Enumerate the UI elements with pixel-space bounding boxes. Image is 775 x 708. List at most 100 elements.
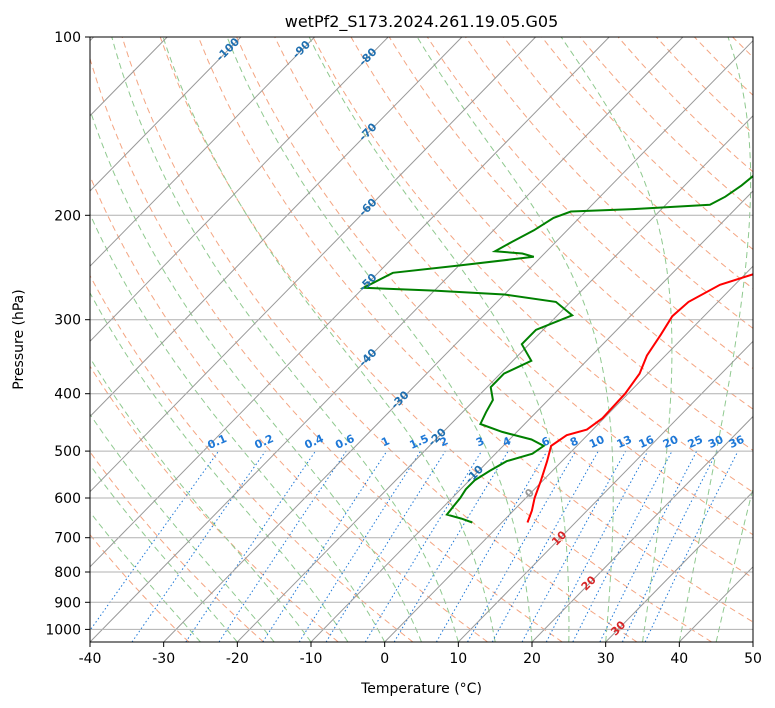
line-labels: 0.1 0.2 0.4 0.6 1 1.5 2 3 4 6 8 10 13 16 20 25 30 36-100-… bbox=[206, 37, 747, 638]
sounding-traces bbox=[359, 174, 753, 524]
mixing-ratio-label: 0.1 bbox=[206, 432, 229, 452]
dry-adiabat bbox=[236, 37, 753, 579]
y-tick-label: 700 bbox=[54, 531, 81, 547]
moist-adiabat bbox=[560, 37, 673, 642]
dewpoint-trace bbox=[359, 174, 753, 524]
mixing-ratio-lines bbox=[90, 450, 739, 642]
mixing-ratio-label: 13 bbox=[615, 433, 634, 451]
mixing-ratio-line bbox=[364, 450, 483, 642]
isotherm bbox=[384, 265, 753, 642]
dry-adiabat bbox=[90, 175, 488, 642]
pressure-gridlines bbox=[90, 37, 753, 630]
mixing-ratio-label: 3 bbox=[474, 434, 486, 449]
dry-adiabat bbox=[159, 37, 712, 642]
mixing-ratio-label: 25 bbox=[686, 433, 705, 451]
x-tick-label: 40 bbox=[670, 651, 688, 667]
x-axis-label: Temperature (°C) bbox=[360, 681, 482, 697]
x-tick-label: 10 bbox=[449, 651, 467, 667]
moist-adiabat bbox=[90, 464, 238, 642]
y-tick-label: 300 bbox=[54, 313, 81, 329]
dry-adiabat bbox=[771, 37, 775, 642]
plot-frame bbox=[89, 36, 754, 643]
isotherm bbox=[457, 340, 753, 642]
dry-adiabat bbox=[503, 37, 753, 290]
dry-adiabat bbox=[732, 37, 753, 58]
moist-adiabat bbox=[90, 212, 386, 642]
y-tick-label: 800 bbox=[54, 565, 81, 581]
mixing-ratio-line bbox=[218, 450, 347, 642]
isotherm bbox=[163, 39, 753, 642]
dry-adiabat bbox=[312, 37, 753, 493]
dry-adiabat bbox=[197, 37, 753, 623]
x-tick-label: 0 bbox=[380, 651, 389, 667]
isotherm bbox=[90, 37, 242, 192]
isotherm bbox=[90, 37, 463, 418]
mixing-ratio-line bbox=[131, 450, 266, 642]
isotherm bbox=[605, 490, 753, 642]
mixing-ratio-line bbox=[491, 450, 599, 642]
moist-adiabat bbox=[226, 37, 533, 642]
x-tick-label: -10 bbox=[300, 651, 323, 667]
mixing-ratio-line bbox=[545, 450, 649, 642]
dry-adiabat bbox=[694, 37, 753, 96]
plot-area: 0.1 0.2 0.4 0.6 1 1.5 2 3 4 6 8 10 13 16 20 25 30 36-100-… bbox=[90, 37, 775, 642]
isotherm bbox=[90, 37, 610, 568]
dry-adiabat bbox=[274, 37, 753, 536]
mixing-ratio-line bbox=[521, 450, 627, 642]
dry-adiabat bbox=[90, 365, 339, 642]
mixing-ratio-label: 30 bbox=[706, 433, 726, 451]
isotherm bbox=[90, 37, 684, 642]
mixing-ratio-line bbox=[467, 450, 577, 642]
moist-adiabat bbox=[90, 511, 201, 642]
axis-ticks: -40 -30 -20 -10 0 10 20 30 40 50 100 200 300 400 500 60… bbox=[45, 30, 762, 667]
dry-adiabat bbox=[426, 37, 753, 370]
moist-adiabat bbox=[678, 37, 752, 642]
mixing-ratio-line bbox=[298, 450, 422, 642]
mixing-ratio-line bbox=[621, 450, 718, 642]
mixing-ratio-line bbox=[599, 450, 698, 642]
mixing-ratio-label: 36 bbox=[727, 433, 747, 451]
x-tick-label: 20 bbox=[523, 651, 541, 667]
dry-adiabat bbox=[90, 451, 264, 642]
mixing-ratio-line bbox=[393, 450, 509, 642]
dry-adiabat bbox=[655, 37, 753, 135]
dry-adiabat bbox=[121, 37, 638, 642]
x-tick-label: -20 bbox=[226, 651, 249, 667]
isotherm bbox=[90, 37, 536, 493]
mixing-ratio-line bbox=[325, 450, 446, 642]
x-tick-label: -30 bbox=[152, 651, 175, 667]
isotherm bbox=[90, 37, 389, 343]
isotherm bbox=[310, 190, 753, 642]
dry-adiabat bbox=[90, 274, 414, 642]
x-tick-label: 50 bbox=[744, 651, 762, 667]
chart-title: wetPf2_S173.2024.261.19.05.G05 bbox=[285, 12, 559, 32]
isotherm bbox=[752, 641, 753, 642]
mixing-ratio-label: 10 bbox=[587, 433, 607, 451]
isotherm bbox=[90, 37, 315, 267]
temperature-trace bbox=[526, 273, 753, 523]
moist-adiabat bbox=[162, 37, 496, 642]
isotherm bbox=[531, 415, 753, 642]
isotherms bbox=[90, 37, 753, 642]
dry-adiabat bbox=[350, 37, 753, 451]
y-tick-label: 100 bbox=[54, 30, 81, 46]
y-tick-label: 600 bbox=[54, 491, 81, 507]
mixing-ratio-label: 20 bbox=[661, 433, 681, 451]
y-tick-label: 400 bbox=[54, 387, 81, 403]
moist-adiabat bbox=[416, 37, 614, 642]
mixing-ratio-line bbox=[435, 450, 548, 642]
dry-adiabat bbox=[388, 37, 753, 410]
mixing-ratio-label: 0.4 bbox=[303, 432, 326, 452]
mixing-ratio-label: 1 bbox=[379, 434, 391, 449]
mixing-ratio-line bbox=[185, 450, 316, 642]
moist-adiabat bbox=[308, 37, 570, 642]
moist-adiabat bbox=[90, 108, 422, 642]
mixing-ratio-line bbox=[262, 450, 388, 642]
dry-adiabat bbox=[90, 56, 563, 642]
dry-adiabat bbox=[90, 533, 190, 642]
moist-adiabat bbox=[90, 413, 275, 642]
mixing-ratio-label: 16 bbox=[637, 433, 657, 451]
dry-adiabat bbox=[579, 37, 753, 212]
y-tick-label: 500 bbox=[54, 444, 81, 460]
